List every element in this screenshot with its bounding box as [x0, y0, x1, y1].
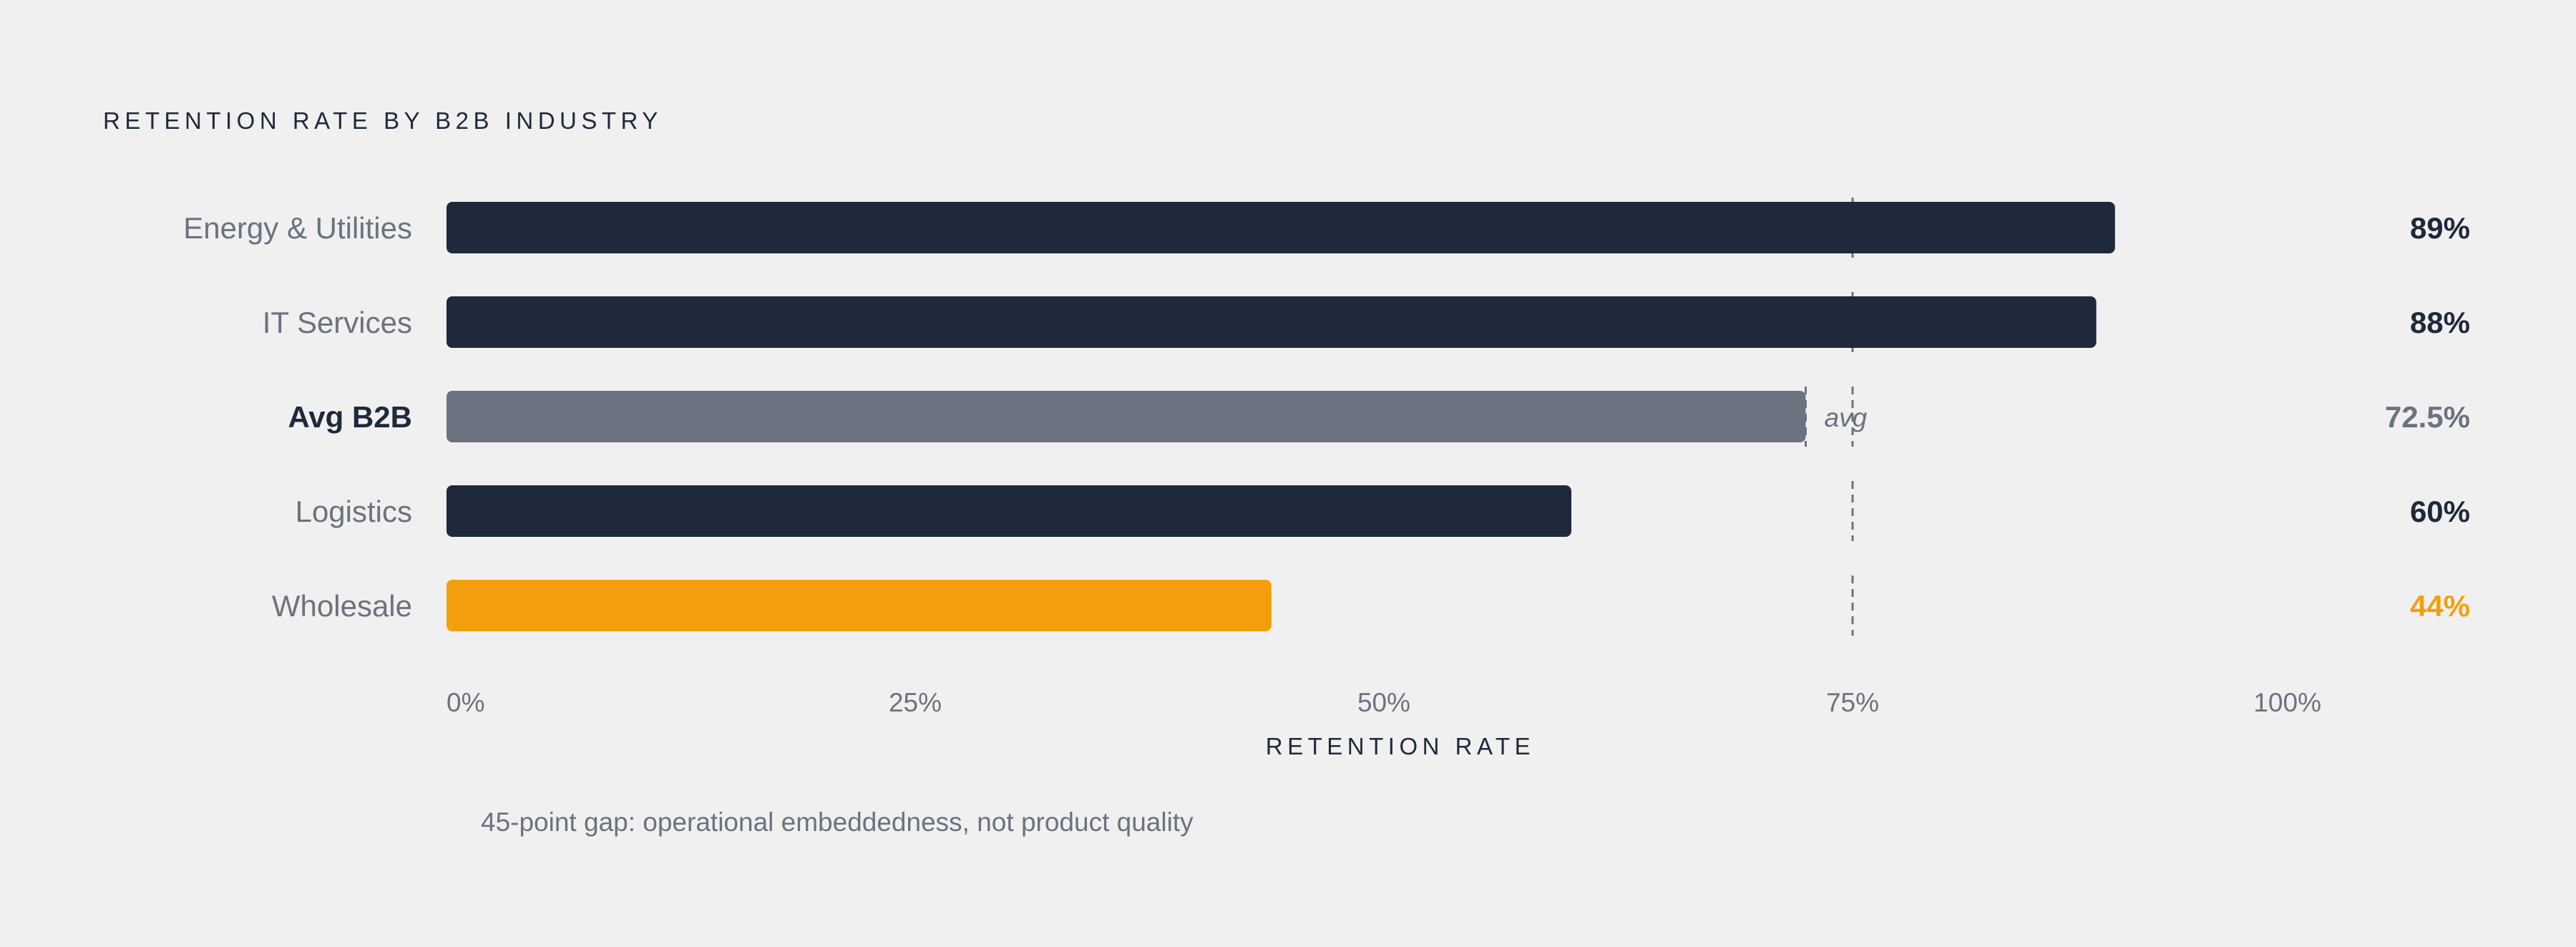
chart-title: RETENTION RATE BY B2B INDUSTRY — [103, 107, 663, 134]
bars-group: Energy & Utilities 89% IT Services 88% Avg B… — [183, 202, 2470, 631]
category-label: Energy & Utilities — [183, 211, 412, 245]
x-axis-ticks: 0% 25% 50% 75% 100% — [447, 688, 2321, 717]
value-label: 88% — [2410, 306, 2470, 339]
bar — [447, 296, 2097, 348]
category-label: Logistics — [296, 495, 412, 528]
value-label: 72.5% — [2385, 400, 2470, 434]
bar — [447, 580, 1272, 631]
chart-annotation-note: 45-point gap: operational embeddedness, … — [481, 807, 1194, 837]
bar — [447, 485, 1571, 537]
value-label: 44% — [2410, 589, 2470, 623]
x-tick-label: 25% — [889, 688, 942, 717]
x-tick-label: 100% — [2253, 688, 2321, 717]
value-label: 60% — [2410, 495, 2470, 528]
bar — [447, 202, 2115, 253]
category-label: Wholesale — [272, 589, 412, 623]
category-label: IT Services — [263, 306, 412, 339]
x-tick-label: 75% — [1826, 688, 1879, 717]
category-label: Avg B2B — [288, 400, 412, 434]
value-label: 89% — [2410, 211, 2470, 245]
x-tick-label: 0% — [447, 688, 484, 717]
bar — [447, 391, 1806, 442]
x-tick-label: 50% — [1357, 688, 1410, 717]
x-axis-label: RETENTION RATE — [1266, 733, 1535, 759]
avg-annotation: avg — [1825, 403, 1868, 432]
